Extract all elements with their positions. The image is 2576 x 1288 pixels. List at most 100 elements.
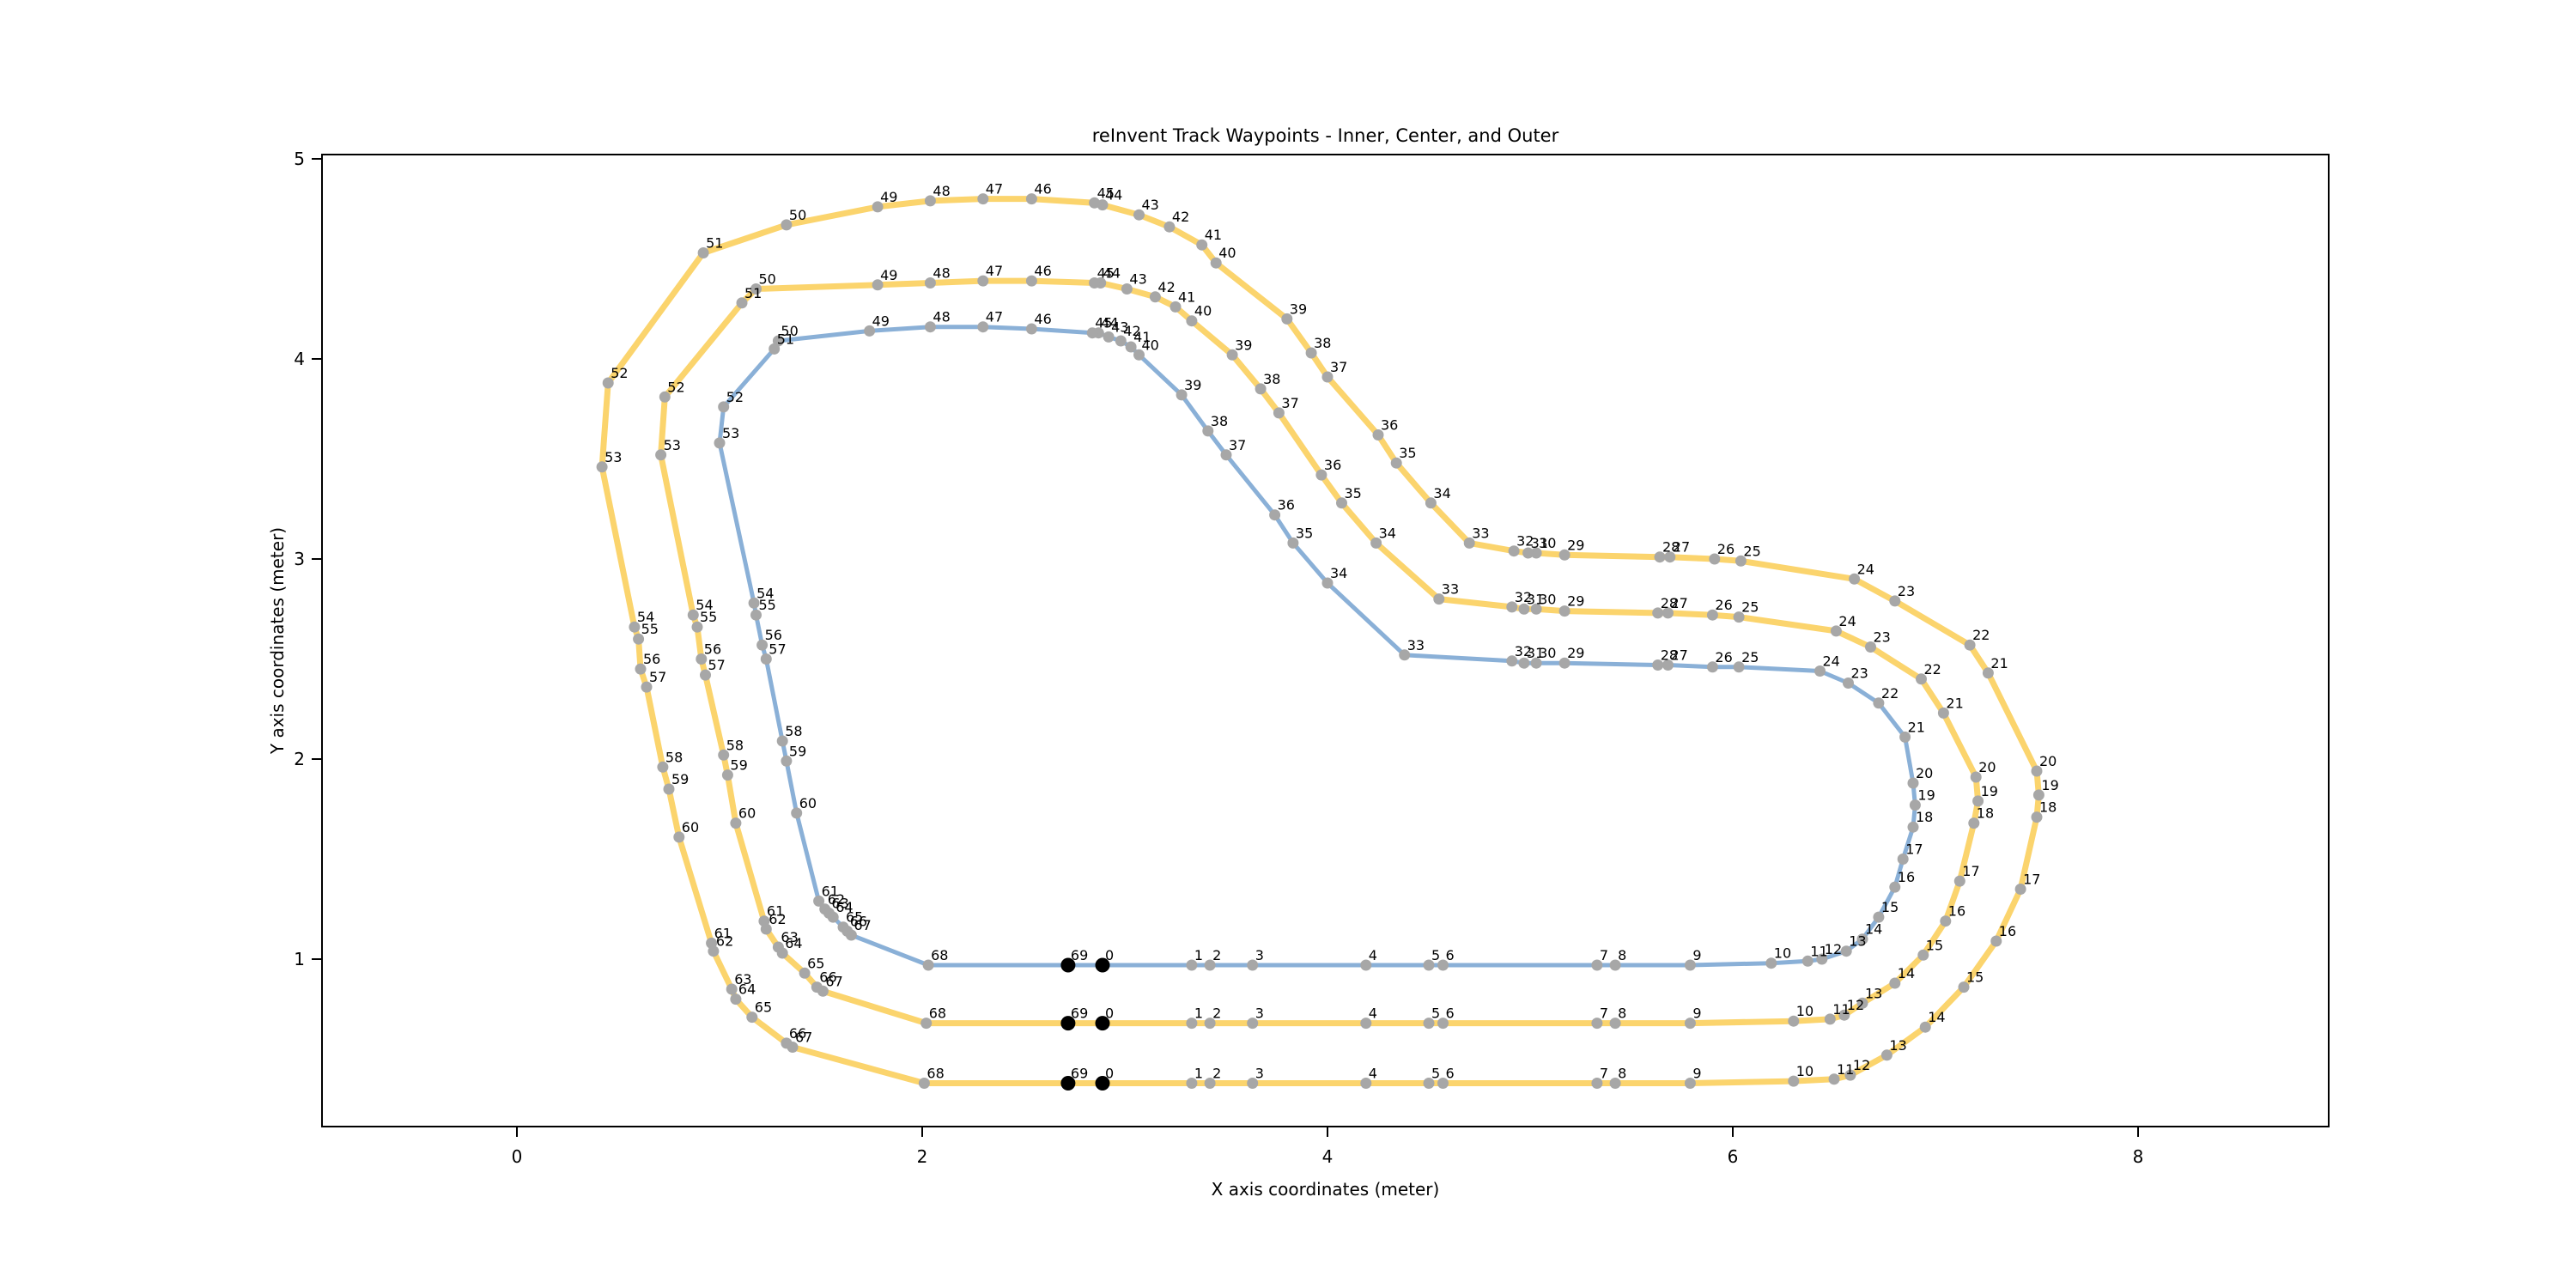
center-waypoint-marker — [1970, 771, 1982, 783]
inner-waypoint-marker — [1873, 697, 1885, 709]
outer-waypoint-label: 13 — [1889, 1037, 1906, 1054]
outer-waypoint-label: 4 — [1369, 1066, 1377, 1082]
inner-waypoint-marker — [1204, 959, 1216, 971]
outer-waypoint-marker — [1390, 457, 1402, 469]
outer-waypoint-marker — [918, 1078, 930, 1089]
outer-waypoint-label: 36 — [1381, 417, 1398, 434]
inner-waypoint-label: 65 — [846, 909, 863, 926]
outer-waypoint-marker — [673, 831, 685, 843]
outer-waypoint-marker — [629, 621, 641, 633]
inner-waypoint-marker — [1856, 933, 1868, 945]
center-waypoint-label: 0 — [1105, 1005, 1114, 1022]
outer-waypoint-marker — [1982, 667, 1994, 679]
chart-title: reInvent Track Waypoints - Inner, Center… — [1092, 125, 1559, 146]
center-waypoint-marker — [776, 947, 788, 959]
center-waypoint-marker — [691, 621, 703, 633]
outer-waypoint-marker — [1163, 221, 1176, 233]
inner-waypoint-marker — [1360, 959, 1372, 971]
center-waypoint-marker — [1591, 1018, 1603, 1030]
outer-waypoint-label: 57 — [649, 669, 666, 685]
center-waypoint-marker — [760, 923, 772, 935]
outer-waypoint-marker — [1025, 193, 1037, 205]
outer-waypoint-marker — [1425, 497, 1437, 509]
inner-waypoint-marker — [756, 639, 769, 651]
inner-start-marker — [1095, 957, 1110, 973]
inner-waypoint-marker — [1662, 659, 1674, 671]
center-waypoint-label: 3 — [1255, 1005, 1264, 1022]
center-waypoint-label: 62 — [769, 911, 786, 927]
outer-waypoint-marker — [1591, 1078, 1603, 1089]
outer-waypoint-marker — [1305, 347, 1317, 359]
inner-waypoint-marker — [1506, 655, 1518, 667]
outer-waypoint-label: 15 — [1966, 969, 1984, 986]
inner-waypoint-label: 14 — [1865, 921, 1882, 938]
center-waypoint-label: 18 — [1977, 805, 1994, 822]
inner-waypoint-marker — [1321, 577, 1334, 589]
x-tick-label: 2 — [917, 1146, 928, 1167]
inner-waypoint-marker — [750, 609, 762, 621]
outer-waypoint-label: 61 — [714, 925, 732, 941]
center-waypoint-marker — [696, 653, 708, 665]
y-tick-label: 1 — [294, 949, 305, 969]
outer-waypoint-label: 37 — [1330, 359, 1347, 375]
y-tick-label: 5 — [294, 149, 305, 169]
outer-waypoint-label: 51 — [706, 235, 723, 252]
center-waypoint-marker — [1830, 625, 1842, 637]
outer-waypoint-label: 42 — [1172, 209, 1189, 225]
outer-waypoint-label: 19 — [2041, 777, 2058, 793]
y-tick-label: 2 — [294, 749, 305, 769]
inner-waypoint-marker — [1907, 777, 1919, 789]
outer-waypoint-marker — [1508, 545, 1520, 557]
inner-waypoint-label: 27 — [1671, 647, 1688, 664]
inner-waypoint-marker — [1733, 661, 1745, 673]
outer-waypoint-marker — [1133, 209, 1145, 221]
center-waypoint-label: 10 — [1796, 1003, 1814, 1019]
outer-waypoint-label: 17 — [2023, 872, 2040, 888]
inner-waypoint-label: 34 — [1330, 565, 1347, 581]
center-waypoint-marker — [1336, 497, 1347, 509]
center-waypoint-label: 68 — [929, 1005, 946, 1022]
inner-waypoint-marker — [791, 807, 803, 819]
inner-waypoint-label: 6 — [1446, 947, 1455, 963]
center-waypoint-label: 6 — [1446, 1005, 1455, 1022]
inner-waypoint-marker — [1518, 657, 1530, 669]
center-waypoint-label: 65 — [807, 955, 824, 971]
outer-waypoint-label: 5 — [1431, 1066, 1440, 1082]
center-waypoint-marker — [1609, 1018, 1621, 1030]
outer-waypoint-label: 38 — [1314, 335, 1331, 351]
y-tick-label: 3 — [294, 549, 305, 569]
outer-waypoint-marker — [1558, 549, 1571, 561]
inner-waypoint-marker — [864, 325, 876, 337]
outer-waypoint-label: 62 — [716, 933, 733, 950]
outer-waypoint-marker — [1684, 1078, 1696, 1089]
inner-waypoint-label: 66 — [850, 913, 867, 929]
center-waypoint-marker — [1315, 469, 1327, 481]
inner-waypoint-marker — [1840, 945, 1852, 957]
outer-waypoint-label: 44 — [1105, 187, 1122, 204]
inner-waypoint-marker — [1530, 657, 1542, 669]
outer-waypoint-marker — [1247, 1078, 1259, 1089]
center-waypoint-label: 9 — [1692, 1005, 1701, 1022]
center-waypoint-marker — [700, 669, 711, 681]
outer-waypoint-label: 65 — [755, 999, 772, 1016]
outer-waypoint-marker — [2032, 789, 2044, 801]
center-waypoint-label: 39 — [1235, 337, 1252, 353]
inner-waypoint-label: 5 — [1431, 947, 1440, 963]
outer-waypoint-marker — [1889, 595, 1901, 607]
outer-waypoint-label: 63 — [734, 971, 751, 987]
center-waypoint-label: 63 — [781, 929, 798, 945]
center-waypoint-label: 42 — [1157, 279, 1175, 295]
outer-waypoint-label: 47 — [986, 181, 1003, 197]
center-waypoint-label: 12 — [1847, 997, 1864, 1013]
inner-waypoint-label: 61 — [822, 883, 839, 899]
outer-waypoint-label: 25 — [1743, 543, 1760, 559]
inner-waypoint-label: 51 — [777, 331, 794, 347]
center-waypoint-label: 17 — [1962, 863, 1979, 879]
outer-waypoint-label: 59 — [671, 771, 689, 787]
outer-start-marker — [1095, 1076, 1110, 1091]
inner-waypoint-marker — [1269, 509, 1281, 521]
center-waypoint-label: 20 — [1978, 759, 1996, 775]
inner-waypoint-marker — [748, 597, 760, 609]
outer-waypoint-marker — [1530, 547, 1542, 559]
